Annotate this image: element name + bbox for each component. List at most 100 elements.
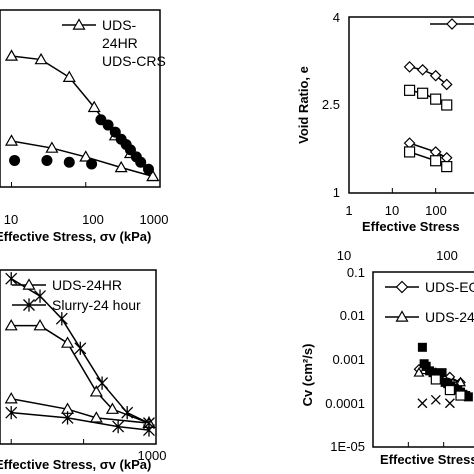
square-marker (417, 87, 429, 99)
triangle-marker (4, 134, 19, 146)
y-tick-label: 1 (333, 185, 340, 200)
x-marker (444, 398, 455, 409)
axis-ticks (348, 188, 437, 193)
triangle-marker (395, 310, 409, 322)
y-tick-label: 0.1 (347, 265, 365, 280)
panel-bottom-left: 1000 Effective Stress, σv (kPa) UDS-24HR… (0, 269, 167, 472)
legend-item: UDS- (62, 17, 137, 33)
y-tick-label: 1E-05 (330, 439, 365, 454)
legend-item: UDS-24 H (385, 309, 474, 325)
diamond-marker (395, 280, 409, 294)
x-axis-label: Effective Stress (362, 219, 460, 234)
series (9, 114, 154, 175)
square-marker (403, 146, 416, 158)
triangle-marker (413, 366, 425, 377)
star-marker (5, 272, 18, 286)
legend-item (430, 18, 474, 30)
filled-square-marker (417, 342, 427, 352)
star-marker (143, 423, 155, 437)
star-marker (61, 411, 74, 425)
circle-marker (135, 156, 147, 168)
triangle-marker (105, 402, 119, 414)
panel-bottom-right: 0.1 0.01 0.001 0.0001 1E-05 Cv (cm²/s) E… (300, 265, 474, 467)
series-line (11, 398, 150, 424)
star-marker (74, 341, 87, 355)
star-marker (5, 406, 18, 420)
star-marker (96, 376, 109, 390)
axis-ticks (372, 442, 445, 447)
triangle-marker (4, 392, 18, 404)
x-tick-label: 1000 (140, 212, 169, 227)
x-tick-label: 10 (4, 212, 18, 227)
square-marker (430, 155, 442, 167)
y-tick-label: 0.01 (340, 308, 365, 323)
star-marker (55, 312, 68, 326)
x-tick-label: 100 (436, 248, 458, 263)
triangle-marker (33, 318, 47, 331)
plot-frame (0, 269, 157, 445)
x-tick-label: 100 (82, 212, 104, 227)
x-axis-label: Effective Stress, σv (kPa) (0, 229, 151, 244)
legend-label: UDS- (102, 17, 137, 33)
x-tick-label: 100 (425, 203, 447, 218)
series-line (11, 324, 150, 424)
diamond-marker (429, 69, 442, 82)
x-marker (417, 398, 428, 409)
x-tick-label: 1000 (138, 448, 167, 463)
series (5, 272, 155, 437)
hollow-square-marker (455, 390, 466, 401)
x-tick-label: 1 (345, 203, 352, 218)
filled-square-marker (421, 361, 431, 371)
x-axis-label: Effective Stress (380, 452, 474, 467)
hollow-square-marker (444, 384, 455, 396)
triangle-marker (62, 70, 76, 82)
diamond-marker (416, 63, 429, 76)
star-marker (23, 298, 35, 312)
legend-item: Slurry-24 hour (12, 297, 141, 313)
filled-square-marker (463, 392, 473, 402)
diamond-marker (440, 78, 453, 91)
legend-label: 24HR (102, 35, 138, 51)
series (417, 394, 455, 409)
panel-top-right: 4 2.5 1 Void Ratio, e 1 10 100 Effective… (296, 10, 474, 263)
x-axis-label: Effective Stress, σv (kPa) (0, 457, 151, 472)
diamond-marker (446, 18, 458, 30)
triangle-marker (34, 52, 48, 65)
circle-marker (86, 158, 98, 170)
triangle-marker (61, 336, 75, 348)
x-tick-label: 10 (337, 248, 351, 263)
plot-frame (348, 16, 474, 194)
legend-label: Slurry-24 hour (52, 297, 141, 313)
circle-marker (102, 119, 114, 131)
triangle-marker (114, 160, 128, 173)
star-marker (121, 406, 134, 420)
series (403, 84, 453, 173)
plot-frame (372, 271, 474, 448)
triangle-marker (72, 18, 86, 30)
series (4, 49, 160, 182)
legend-label: UDS-CRS (102, 53, 166, 69)
series (4, 318, 156, 428)
plot-frame (0, 9, 161, 188)
triangle-marker (79, 150, 93, 162)
triangle-marker (87, 100, 101, 113)
legend-item: UDS-24HR (12, 277, 122, 293)
legend-label: UDS-24HR (52, 277, 122, 293)
series (403, 61, 453, 164)
triangle-marker (45, 141, 59, 153)
y-axis-label: Void Ratio, e (296, 66, 311, 144)
star-marker (34, 289, 46, 303)
panel-top-left: 10 100 1000 Effective Stress, σv (kPa) U… (0, 9, 169, 244)
square-marker (441, 161, 453, 173)
circle-marker (142, 163, 154, 175)
filled-square-marker (437, 368, 447, 378)
circle-marker (63, 156, 75, 168)
y-tick-label: 0.001 (332, 352, 365, 367)
legend-label: UDS-24 H (425, 309, 474, 325)
x-marker (430, 394, 441, 405)
legend-item: UDS-EOP (385, 279, 474, 295)
circle-marker (9, 154, 21, 166)
triangle-marker (89, 385, 103, 397)
star-marker (112, 420, 125, 434)
